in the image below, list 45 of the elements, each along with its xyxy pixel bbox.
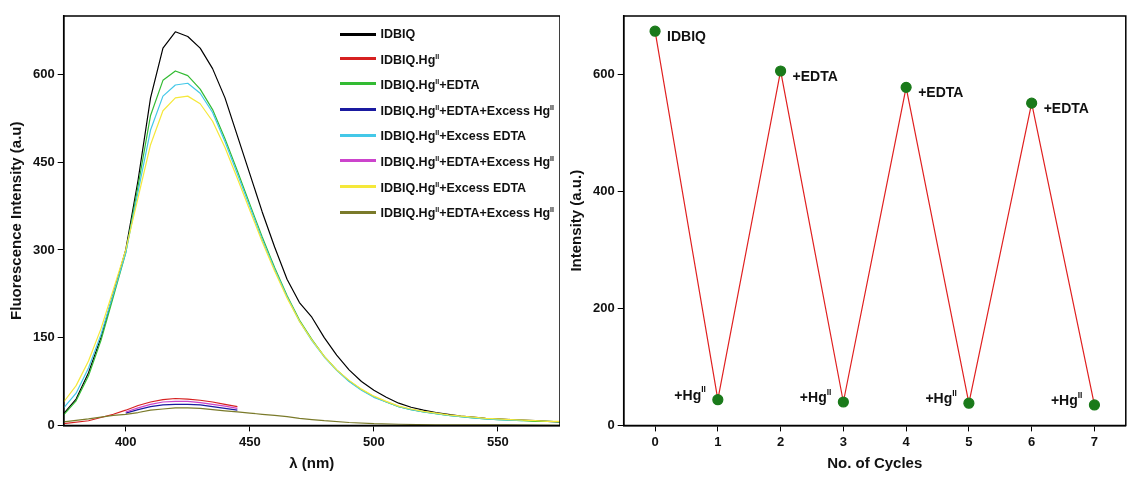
legend-label: IDBIQ.Hg$^{II}$+EDTA+Excess Hg$^{II}$ bbox=[380, 102, 554, 120]
legend-label: IDBIQ.Hg$^{II}$ bbox=[380, 51, 440, 69]
legend-label: IDBIQ.Hg$^{II}$+EDTA+Excess Hg$^{II}$ bbox=[380, 205, 554, 223]
x-tick-label: 7 bbox=[1090, 433, 1099, 449]
annotation: IDBIQ bbox=[667, 28, 707, 45]
y-tick-label: 0 bbox=[607, 416, 615, 432]
x-tick-label: 6 bbox=[1028, 433, 1036, 449]
point bbox=[837, 396, 849, 408]
y-tick-label: 400 bbox=[592, 183, 615, 199]
y-tick-label: 450 bbox=[32, 153, 55, 169]
point bbox=[649, 25, 661, 37]
y-tick-label: 200 bbox=[592, 300, 615, 316]
x-tick-label: 4 bbox=[902, 433, 911, 449]
legend-label: IDBIQ bbox=[380, 26, 416, 43]
legend-label: IDBIQ.Hg$^{II}$+EDTA bbox=[380, 77, 480, 95]
x-tick-label: 1 bbox=[714, 433, 722, 449]
annotation: +EDTA bbox=[792, 67, 838, 84]
legend-label: IDBIQ.Hg$^{II}$+Excess EDTA bbox=[380, 179, 527, 197]
point bbox=[775, 65, 787, 77]
point bbox=[963, 397, 975, 409]
y-tick-label: 150 bbox=[32, 329, 55, 345]
y-axis-title: Fluorescence Intensity (a.u) bbox=[7, 121, 25, 320]
x-tick-label: 3 bbox=[839, 433, 847, 449]
y-tick-label: 600 bbox=[592, 66, 615, 82]
y-tick-label: 600 bbox=[32, 66, 55, 82]
x-tick-label: 0 bbox=[651, 433, 659, 449]
point bbox=[900, 81, 912, 93]
x-axis-title: λ (nm) bbox=[289, 454, 335, 472]
x-tick-label: 400 bbox=[114, 433, 137, 449]
y-tick-label: 0 bbox=[47, 416, 55, 432]
legend-label: IDBIQ.Hg$^{II}$+Excess EDTA bbox=[380, 128, 527, 146]
legend-label: IDBIQ.Hg$^{II}$+EDTA+Excess Hg$^{II}$ bbox=[380, 154, 554, 172]
x-tick-label: 5 bbox=[965, 433, 973, 449]
y-tick-label: 300 bbox=[32, 241, 55, 257]
annotation: +EDTA bbox=[1043, 100, 1089, 116]
point bbox=[1026, 97, 1038, 109]
annotation: +EDTA bbox=[918, 84, 964, 101]
x-tick-label: 550 bbox=[487, 433, 509, 449]
x-tick-label: 2 bbox=[776, 433, 785, 449]
x-tick-label: 500 bbox=[363, 433, 385, 449]
y-axis-title: Intensity (a.u.) bbox=[567, 169, 585, 272]
x-axis-title: No. of Cycles bbox=[827, 454, 923, 472]
point bbox=[1088, 399, 1101, 411]
point bbox=[712, 394, 724, 406]
x-tick-label: 450 bbox=[238, 433, 261, 449]
